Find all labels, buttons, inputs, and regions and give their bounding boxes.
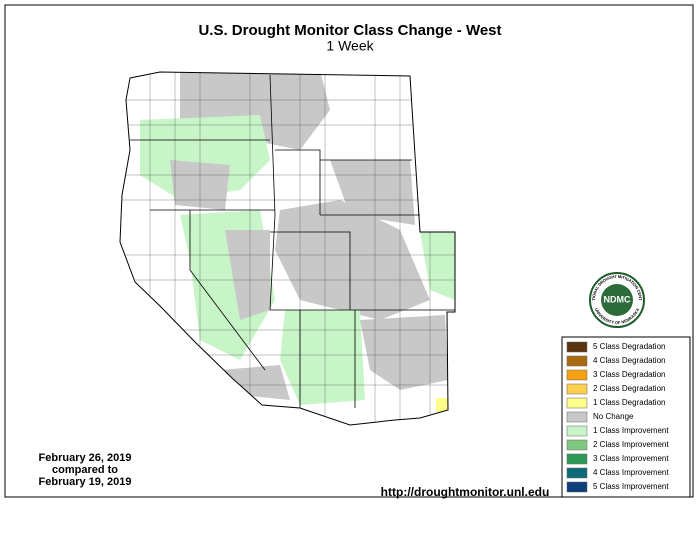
legend-label: 4 Class Improvement bbox=[593, 468, 669, 477]
legend-label: 1 Class Degradation bbox=[593, 398, 665, 407]
legend-swatch bbox=[566, 467, 588, 479]
legend-swatch bbox=[566, 369, 588, 381]
legend-swatch bbox=[566, 425, 588, 437]
no-change-area bbox=[225, 230, 270, 320]
legend-swatch bbox=[566, 453, 588, 465]
legend-label: 2 Class Improvement bbox=[593, 440, 669, 449]
legend-swatch bbox=[566, 481, 588, 493]
logo-text: NDMC bbox=[604, 294, 631, 304]
date-middle: compared to bbox=[52, 464, 118, 476]
no-change-area bbox=[360, 315, 448, 390]
no-change-area bbox=[330, 160, 415, 225]
legend-swatch bbox=[566, 411, 588, 423]
legend-label: No Change bbox=[593, 412, 634, 421]
map bbox=[119, 71, 456, 426]
legend: 5 Class Degradation 4 Class Degradation 3 … bbox=[566, 341, 669, 493]
subtitle: 1 Week bbox=[326, 38, 374, 54]
legend-label: 2 Class Degradation bbox=[593, 384, 665, 393]
legend-swatch bbox=[566, 355, 588, 367]
county-lines bbox=[120, 72, 455, 425]
legend-label: 3 Class Degradation bbox=[593, 370, 665, 379]
url: http://droughtmonitor.unl.edu bbox=[381, 485, 550, 499]
degradation-area bbox=[436, 398, 450, 412]
legend-label: 4 Class Degradation bbox=[593, 356, 665, 365]
legend-swatch bbox=[566, 383, 588, 395]
date-current: February 26, 2019 bbox=[39, 452, 132, 464]
no-change-area bbox=[275, 200, 430, 320]
improvement-area bbox=[420, 232, 455, 300]
legend-swatch bbox=[566, 397, 588, 409]
legend-label: 5 Class Degradation bbox=[593, 342, 665, 351]
legend-label: 5 Class Improvement bbox=[593, 482, 669, 491]
legend-swatch bbox=[566, 439, 588, 451]
date-previous: February 19, 2019 bbox=[39, 476, 132, 488]
title: U.S. Drought Monitor Class Change - West bbox=[198, 22, 501, 39]
improvement-area bbox=[280, 310, 365, 405]
legend-label: 1 Class Improvement bbox=[593, 426, 669, 435]
legend-label: 3 Class Improvement bbox=[593, 454, 669, 463]
legend-swatch bbox=[566, 341, 588, 353]
